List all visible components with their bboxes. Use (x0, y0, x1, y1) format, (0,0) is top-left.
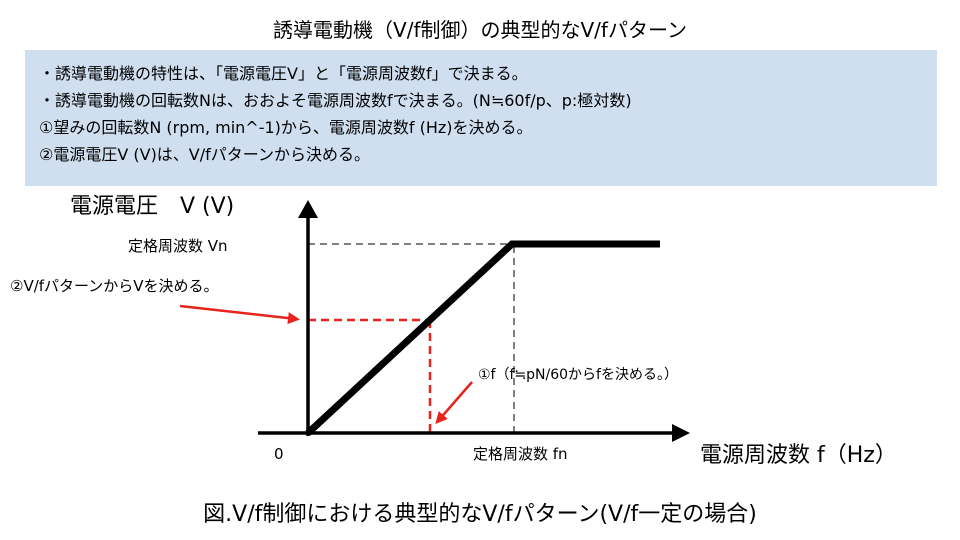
x-axis-label: 電源周波数 f（Hz） (700, 443, 897, 468)
vf-pattern-line (305, 240, 660, 436)
info-line: ②電源電圧V (V)は、V/fパターンから決める。 (39, 145, 370, 164)
page-title: 誘導電動機（V/f制御）の典型的なV/fパターン (273, 18, 687, 42)
v-annotation-arrow (179, 304, 300, 325)
info-box: ・誘導電動機の特性は、「電源電圧V」と「電源周波数f」で決まる。 ・誘導電動機の… (25, 50, 937, 186)
f-annotation-text: ①f（f≒pN/60からfを決める。） (478, 367, 678, 383)
y-axis-arrowhead (298, 200, 318, 218)
fn-label: 定格周波数 fn (473, 445, 568, 463)
f-annotation-arrow (435, 381, 473, 425)
x-axis-arrowhead (672, 424, 690, 442)
figure-caption: 図.V/f制御における典型的なV/fパターン(V/f一定の場合) (203, 502, 757, 527)
info-line: ・誘導電動機の特性は、「電源電圧V」と「電源周波数f」で決まる。 (39, 64, 528, 83)
y-axis-label: 電源電圧 V (V) (70, 194, 234, 219)
v-annotation-text: ②V/fパターンからVを決める。 (10, 277, 219, 295)
vn-label: 定格周波数 Vn (128, 237, 228, 255)
info-line: ・誘導電動機の回転数Nは、おおよそ電源周波数fで決まる。(N≒60f/p、p:極… (39, 91, 632, 110)
origin-label: 0 (274, 445, 284, 463)
info-line: ①望みの回転数N (rpm, min^-1)から、電源周波数f (Hz)を決める… (39, 118, 533, 137)
